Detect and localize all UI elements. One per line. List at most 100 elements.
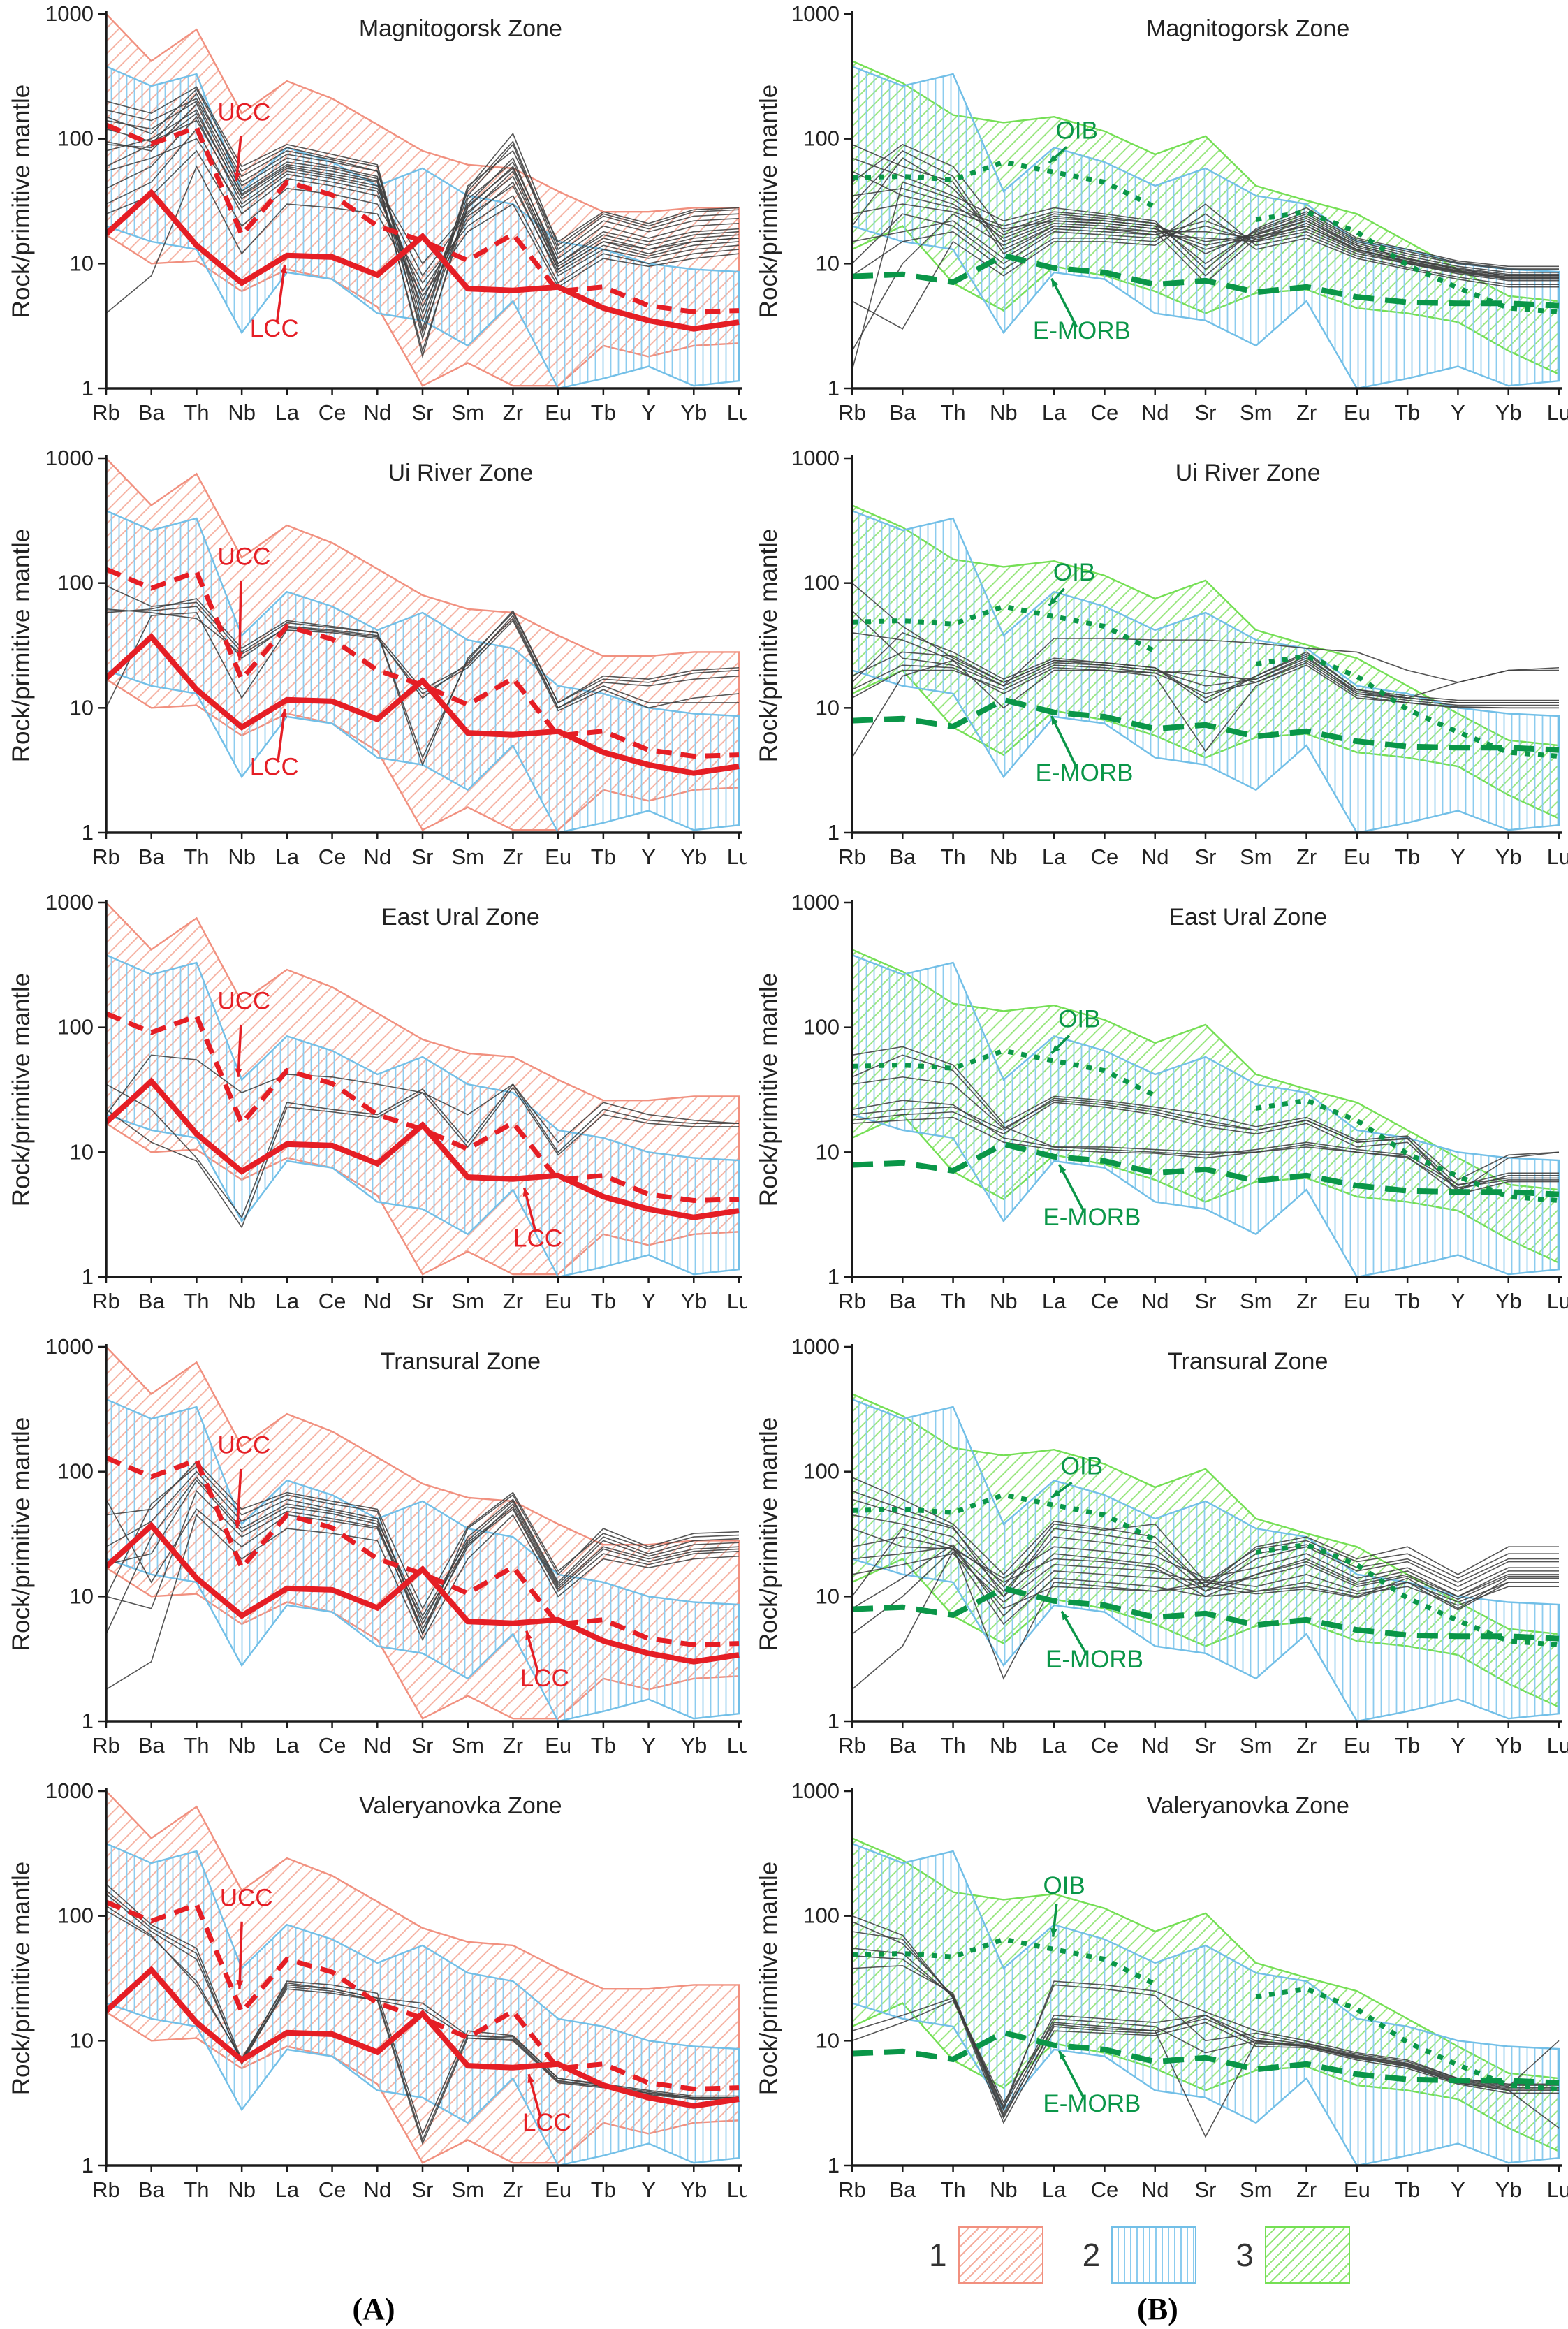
- x-tick-label: Tb: [591, 400, 616, 425]
- sample-line: [852, 1514, 1559, 1593]
- x-tick-label: Yb: [680, 1289, 707, 1313]
- sample-line: [106, 598, 740, 767]
- sample-line: [852, 1100, 1559, 1185]
- y-axis-label: Rock/primitive mantle: [755, 1862, 782, 2096]
- oib-line: [852, 1492, 1157, 1542]
- sample-line: [106, 103, 740, 303]
- x-tick-label: Rb: [92, 1733, 120, 1758]
- x-tick-label: Th: [184, 845, 209, 869]
- sample-line: [106, 1054, 740, 1144]
- x-tick-label: Eu: [1344, 1733, 1370, 1758]
- annotation-e-morb: E-MORB: [1043, 2090, 1141, 2117]
- ucc-line: [106, 1899, 740, 2092]
- y-axis-label: Rock/primitive mantle: [755, 85, 782, 319]
- y-tick-label: 100: [803, 126, 840, 151]
- reference-lines-layer: [106, 567, 740, 776]
- x-tick-label: Eu: [545, 2177, 571, 2202]
- reference-lines-layer: [852, 604, 1560, 759]
- y-tick-label: 10: [816, 695, 840, 720]
- oib-line: [852, 159, 1157, 210]
- annotations-layer: UCC LCC: [220, 1885, 571, 2137]
- y-tick-label: 1: [82, 376, 94, 400]
- sample-line: [852, 220, 1559, 282]
- sample-line: [852, 213, 1559, 330]
- y-axis-label: Rock/primitive mantle: [755, 973, 782, 1207]
- y-tick-label: 1: [828, 820, 840, 845]
- x-tick-label: Lu: [1547, 400, 1568, 425]
- x-tick-label: Ce: [318, 845, 346, 869]
- annotation-ucc: UCC: [217, 1432, 270, 1459]
- x-tick-label: Nb: [990, 2177, 1018, 2202]
- x-tick-label: Ba: [138, 845, 166, 869]
- x-tick-label: Yb: [1495, 1733, 1522, 1758]
- oib-line: [852, 1048, 1157, 1098]
- panel-east-ural-b: 1000 100 10 1 Rb Ba Th Nb La Ce Nd Sr Sm Zr Eu Tb Y Yb Lu R…: [747, 889, 1568, 1333]
- x-tick-label: Nd: [1141, 1289, 1169, 1313]
- x-tick-label: Yb: [680, 400, 707, 425]
- legend-item-field1: 1: [929, 2226, 1043, 2284]
- x-tick-label: La: [1042, 400, 1067, 425]
- legend-label-1: 1: [929, 2237, 947, 2273]
- x-tick-label: Ba: [889, 1289, 916, 1313]
- x-tick-label: Nd: [1141, 1733, 1169, 1758]
- x-tick-label: Sr: [1195, 1733, 1217, 1758]
- panel-magnitogorsk-a: 1000 100 10 1 Rb Ba Th Nb La Ce Nd Sr Sm Zr Eu Tb Y Yb Lu R…: [0, 0, 747, 444]
- x-tick-label: Sm: [451, 1733, 484, 1758]
- annotations-layer: UCC LCC: [217, 988, 562, 1253]
- sample-line: [852, 1498, 1559, 1588]
- y-tick-label: 1: [82, 2153, 94, 2177]
- legend-swatch-green-hatch: [1264, 2226, 1350, 2284]
- sample-line: [852, 1054, 1559, 1188]
- axes-layer: 1000 100 10 1Rb Ba Th Nb La Ce Nd Sr Sm Zr Eu Tb Y Yb Lu R…: [8, 1334, 747, 1758]
- annotations-layer: OIB E-MORB: [1046, 1453, 1143, 1673]
- x-tick-label: Zr: [503, 845, 523, 869]
- axes-layer: 1000 100 10 1Rb Ba Th Nb La Ce Nd Sr Sm Zr Eu Tb Y Yb Lu R…: [8, 1779, 747, 2202]
- x-tick-label: Ce: [1091, 1733, 1119, 1758]
- legend-item-field2: 2: [1083, 2226, 1197, 2284]
- sample-line: [852, 1490, 1559, 1598]
- lcc-line: [106, 1521, 740, 1665]
- x-tick-label: Ce: [1091, 845, 1119, 869]
- x-tick-label: Ce: [318, 1733, 346, 1758]
- x-tick-label: Y: [1451, 400, 1465, 425]
- y-axis-label: Rock/primitive mantle: [755, 1417, 782, 1651]
- annotations-layer: UCC LCC: [217, 543, 298, 781]
- field-blue: [852, 1842, 1560, 2167]
- reference-lines-layer: [852, 1492, 1560, 1648]
- x-tick-label: Ba: [889, 845, 916, 869]
- ucc-line: [106, 1455, 740, 1648]
- x-tick-label: Tb: [1395, 1289, 1420, 1313]
- field-blue: [106, 954, 740, 1278]
- sample-line: [106, 98, 740, 315]
- chart-svg-B2: 1000 100 10 1Rb Ba Th Nb La Ce Nd Sr Sm Zr Eu Tb Y Yb Lu R…: [755, 446, 1568, 869]
- x-tick-label: Sr: [1195, 400, 1217, 425]
- x-tick-label: Lu: [1547, 2177, 1568, 2202]
- y-tick-label: 1000: [791, 1334, 840, 1359]
- reference-lines-layer: [852, 159, 1560, 315]
- captions-row: (A) (B): [0, 2288, 1568, 2329]
- x-tick-label: Zr: [1296, 845, 1317, 869]
- x-tick-label: Ce: [1091, 2177, 1119, 2202]
- panel-title: East Ural Zone: [381, 904, 540, 930]
- chart-svg-A5: 1000 100 10 1Rb Ba Th Nb La Ce Nd Sr Sm Zr Eu Tb Y Yb Lu R…: [8, 1779, 747, 2202]
- y-tick-label: 10: [70, 1139, 94, 1164]
- x-tick-label: Nd: [363, 1733, 391, 1758]
- x-tick-label: Ba: [138, 2177, 166, 2202]
- sample-line: [852, 1546, 1559, 1598]
- chart-svg-B5: 1000 100 10 1Rb Ba Th Nb La Ce Nd Sr Sm Zr Eu Tb Y Yb Lu R…: [755, 1779, 1568, 2202]
- sample-lines-layer: [106, 1461, 740, 1691]
- reference-lines-layer: [106, 1455, 740, 1665]
- x-tick-label: Yb: [1495, 400, 1522, 425]
- annotations-layer: UCC LCC: [217, 99, 298, 342]
- x-tick-label: Nd: [363, 2177, 391, 2202]
- x-tick-label: Y: [1451, 1733, 1465, 1758]
- y-tick-label: 1000: [791, 1779, 840, 1803]
- x-tick-label: Sm: [451, 400, 484, 425]
- x-tick-label: La: [1042, 1289, 1067, 1313]
- oib-line: [852, 604, 1157, 654]
- y-tick-label: 1000: [791, 446, 840, 470]
- sample-line: [852, 149, 1559, 279]
- sample-lines-layer: [106, 585, 740, 767]
- sample-line: [106, 88, 740, 341]
- x-tick-label: Lu: [1547, 1289, 1568, 1313]
